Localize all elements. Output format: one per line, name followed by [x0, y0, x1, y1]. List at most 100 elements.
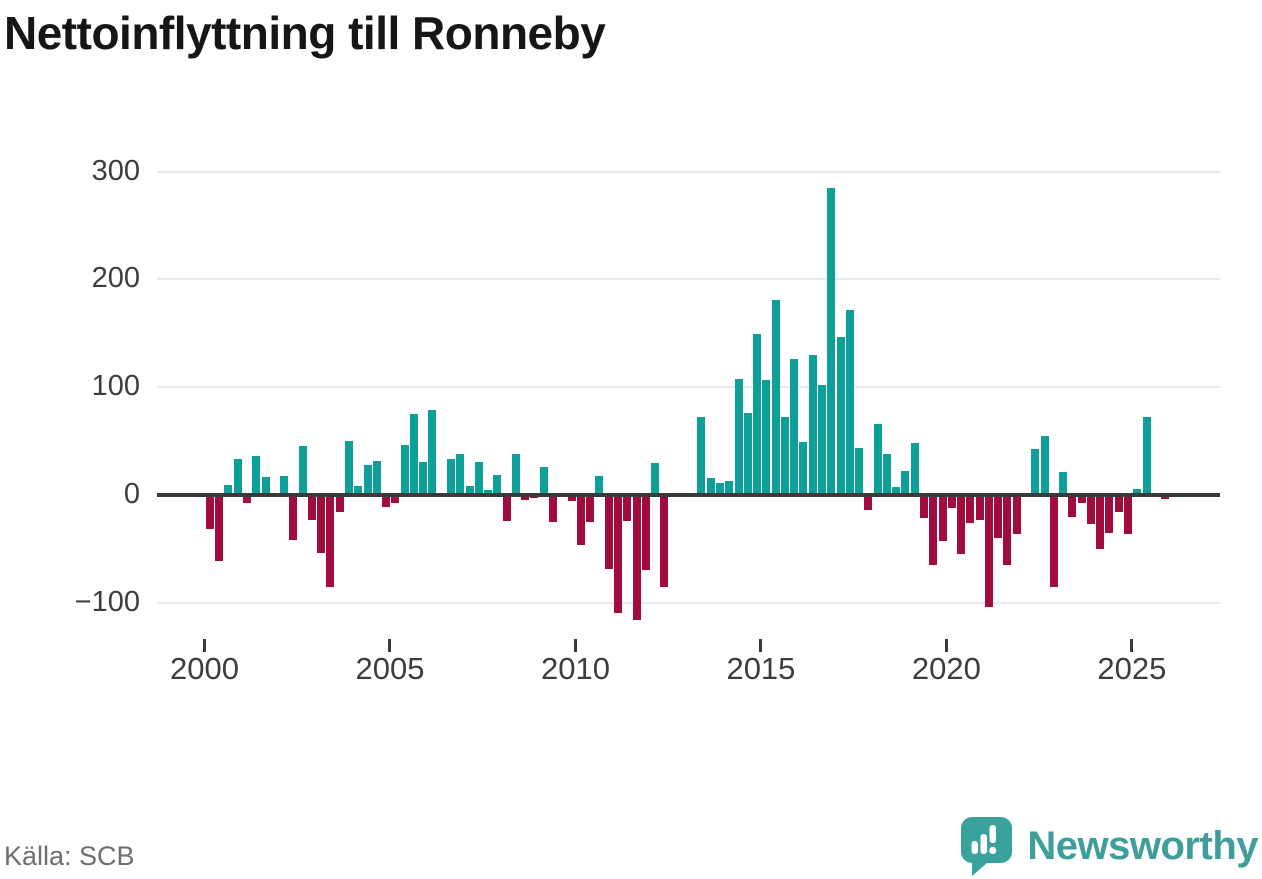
- bar-2013Q4: [715, 483, 724, 495]
- bar-2018Q1: [873, 423, 882, 495]
- bar-2012Q1: [651, 462, 660, 495]
- bar-2021Q1: [984, 495, 993, 608]
- bar-2008Q1: [502, 495, 511, 521]
- bar-2022Q2: [1031, 448, 1040, 495]
- bar-2015Q1: [762, 379, 771, 495]
- bar-2002Q3: [298, 446, 307, 495]
- bar-2005Q2: [400, 445, 409, 495]
- newsworthy-logo-icon: [959, 816, 1013, 876]
- x-tick-2010: [573, 639, 577, 652]
- gridline-300: [157, 170, 1220, 173]
- bar-2008Q3: [521, 495, 530, 501]
- bar-2011Q4: [641, 495, 650, 571]
- x-axis-zero-line: [157, 493, 1220, 497]
- bar-2001Q1: [242, 495, 251, 503]
- bar-2025Q2: [1142, 417, 1151, 495]
- bar-2003Q1: [317, 495, 326, 554]
- bar-2003Q3: [335, 495, 344, 513]
- bar-2017Q2: [845, 309, 854, 495]
- bar-2002Q1: [280, 475, 289, 495]
- bar-2010Q1: [576, 495, 585, 545]
- bar-2015Q2: [771, 299, 780, 495]
- bar-2002Q4: [307, 495, 316, 520]
- bar-2017Q4: [864, 495, 873, 511]
- bar-2019Q1: [910, 443, 919, 495]
- y-axis-label: −100: [74, 585, 140, 618]
- gridline-200: [157, 278, 1220, 281]
- bar-2011Q3: [632, 495, 641, 621]
- bar-2009Q2: [549, 495, 558, 522]
- bar-2012Q2: [660, 495, 669, 587]
- bar-2015Q4: [790, 359, 799, 495]
- x-tick-2020: [944, 639, 948, 652]
- bar-2005Q3: [409, 414, 418, 495]
- brand-lockup: Newsworthy: [959, 815, 1258, 877]
- bar-2019Q4: [938, 495, 947, 542]
- bar-2006Q1: [428, 409, 437, 495]
- bar-2020Q1: [947, 495, 956, 508]
- bar-2001Q3: [261, 476, 270, 495]
- bar-2020Q3: [966, 495, 975, 524]
- bar-2006Q4: [456, 454, 465, 495]
- bar-2008Q2: [511, 454, 520, 495]
- x-tick-2000: [203, 639, 206, 652]
- bar-2023Q3: [1077, 495, 1086, 503]
- bar-2014Q4: [753, 334, 762, 495]
- bar-2019Q2: [919, 495, 928, 518]
- x-axis-label: 2025: [1097, 651, 1167, 686]
- bar-2014Q1: [725, 480, 734, 495]
- bar-2021Q2: [994, 495, 1003, 539]
- bar-2010Q4: [604, 495, 613, 570]
- y-axis-label: 200: [91, 262, 140, 295]
- bar-2022Q3: [1040, 435, 1049, 495]
- bar-2011Q2: [623, 495, 632, 521]
- bar-2020Q4: [975, 495, 984, 520]
- chart-title: Nettoinflyttning till Ronneby: [4, 7, 606, 59]
- bar-2001Q2: [252, 456, 261, 495]
- x-tick-2015: [759, 639, 763, 652]
- bar-2014Q2: [734, 378, 743, 495]
- bar-2009Q1: [539, 466, 548, 495]
- bar-2017Q1: [836, 336, 845, 495]
- x-axis-label: 2020: [911, 651, 981, 686]
- bar-2021Q4: [1012, 495, 1021, 534]
- bar-2025Q1: [1133, 488, 1142, 495]
- bar-2023Q1: [1059, 472, 1068, 495]
- bar-2016Q1: [799, 442, 808, 495]
- bar-2021Q3: [1003, 495, 1012, 566]
- bar-2000Q2: [215, 495, 224, 561]
- bar-2009Q4: [567, 495, 576, 502]
- bar-2018Q3: [892, 487, 901, 495]
- bar-2011Q1: [613, 495, 622, 613]
- bar-2000Q3: [224, 485, 233, 495]
- bar-2007Q2: [474, 461, 483, 495]
- brand-wordmark: Newsworthy: [1027, 823, 1258, 868]
- bar-2006Q3: [447, 459, 456, 495]
- bar-2020Q2: [957, 495, 966, 555]
- bar-2005Q4: [419, 461, 428, 495]
- bar-2016Q3: [817, 385, 826, 495]
- bar-2024Q4: [1124, 495, 1133, 534]
- y-axis-label: 0: [123, 478, 140, 510]
- bar-2007Q1: [465, 486, 474, 495]
- bar-2023Q2: [1068, 495, 1077, 517]
- bar-2005Q1: [391, 495, 400, 503]
- bar-2004Q3: [372, 460, 381, 495]
- y-axis-label: 300: [91, 154, 140, 187]
- bar-2002Q2: [289, 495, 298, 541]
- source-note: Källa: SCB: [4, 841, 135, 871]
- bar-2018Q2: [882, 454, 891, 495]
- bar-2016Q2: [808, 354, 817, 495]
- x-axis-label: 2010: [540, 651, 610, 686]
- bar-2004Q2: [363, 464, 372, 495]
- bar-2007Q3: [484, 489, 493, 495]
- bar-2018Q4: [901, 471, 910, 495]
- x-tick-2025: [1130, 639, 1134, 652]
- bar-2024Q1: [1096, 495, 1105, 549]
- x-axis-label: 2005: [355, 651, 425, 686]
- bar-2000Q1: [205, 495, 214, 530]
- bar-2003Q4: [345, 441, 353, 495]
- bar-2016Q4: [827, 187, 836, 495]
- bar-2019Q3: [929, 495, 938, 566]
